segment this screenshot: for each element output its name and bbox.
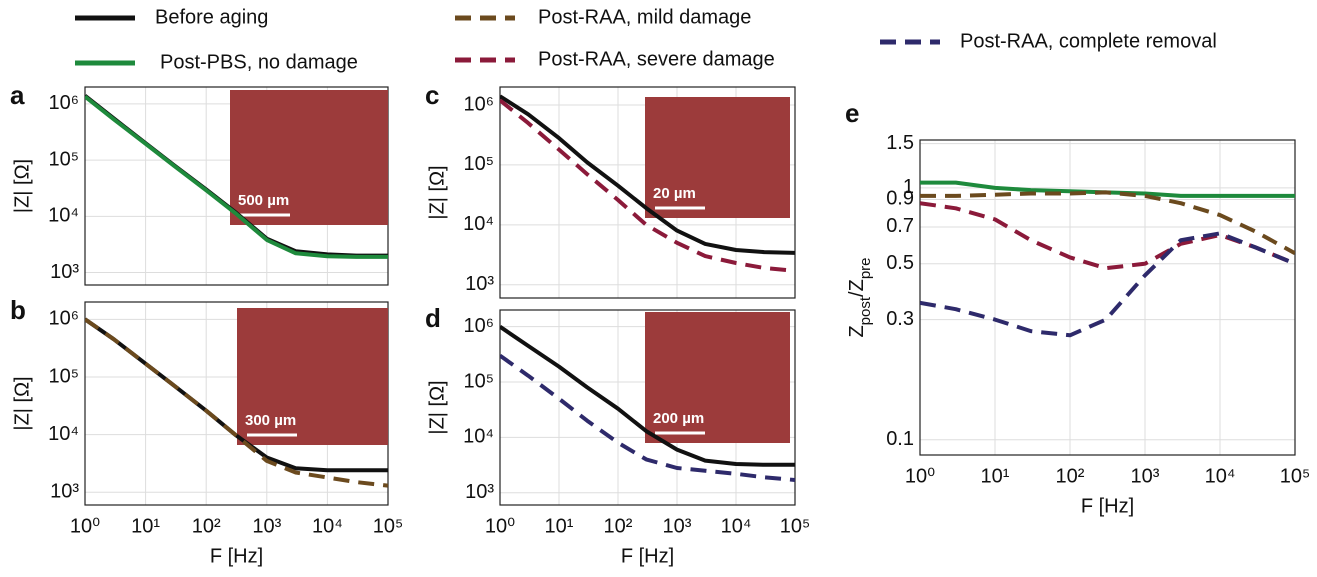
panel: 10⁰ 10¹ 10² 10³ 10⁴ 10⁵ 10³ 10⁴ 10⁵ 10⁶ 200 µm d |Z|… <box>425 303 810 567</box>
plot-frame <box>919 139 1296 456</box>
legend-label: Post-RAA, severe damage <box>538 48 775 70</box>
x-axis-label: F [Hz] <box>210 545 263 567</box>
x-axis-label: F [Hz] <box>621 545 674 567</box>
y-tick-label: 10⁵ <box>463 153 494 175</box>
x-tick-label: 10⁴ <box>721 515 752 537</box>
x-tick-label: 10⁴ <box>312 515 343 537</box>
y-axis-label-part: pre <box>857 257 874 279</box>
plot-frame <box>499 86 796 299</box>
inset-image <box>645 312 790 443</box>
x-tick-label: 10¹ <box>981 465 1010 487</box>
inset-image <box>230 90 388 225</box>
data-line <box>85 317 388 488</box>
data-line <box>920 201 1295 271</box>
legend-label: Post-RAA, complete removal <box>960 30 1217 52</box>
x-axis-label: F [Hz] <box>1081 495 1134 517</box>
x-tick-label: 10³ <box>1131 465 1160 487</box>
y-tick-label: 10³ <box>465 481 494 503</box>
y-axis-label: |Z| [Ω] <box>11 376 33 430</box>
x-tick-label: 10² <box>192 515 221 537</box>
inset-image <box>237 308 388 445</box>
data-line <box>920 231 1295 338</box>
y-axis-label: Zpost/Zpre <box>846 257 874 337</box>
scale-label: 500 µm <box>238 192 289 209</box>
y-tick-label: 10⁴ <box>463 213 494 235</box>
panel-label: b <box>10 295 26 325</box>
x-tick-label: 10¹ <box>131 515 160 537</box>
y-axis-label-part: Z <box>846 325 868 337</box>
y-tick-label: 10³ <box>50 480 79 502</box>
scale-label: 20 µm <box>653 185 696 202</box>
y-axis-label: |Z| [Ω] <box>426 380 448 434</box>
y-tick-label: 0.5 <box>886 252 914 274</box>
x-tick-label: 10¹ <box>545 515 574 537</box>
panel: 10⁰ 10¹ 10² 10³ 10⁴ 10⁵ 0.1 0.3 0.5 0.7 0.91 1.5 e Zp… <box>845 98 1310 517</box>
inset-image <box>645 97 790 218</box>
data-line <box>500 98 795 273</box>
x-tick-label: 10⁰ <box>905 465 935 487</box>
x-tick-label: 10² <box>1056 465 1085 487</box>
y-tick-label: 10⁶ <box>49 92 79 114</box>
y-tick-label: 10³ <box>465 273 494 295</box>
panel-label: a <box>10 80 25 110</box>
y-axis-label: |Z| [Ω] <box>11 159 33 213</box>
legend-label: Before aging <box>155 6 268 28</box>
legend-label: Post-RAA, mild damage <box>538 6 751 28</box>
panel-label: c <box>425 80 439 110</box>
panel-label: d <box>425 303 441 333</box>
y-axis-label: |Z| [Ω] <box>426 165 448 219</box>
y-tick-label: 10⁴ <box>48 205 79 227</box>
x-tick-label: 10³ <box>663 515 692 537</box>
panel: 10³ 10⁴ 10⁵ 10⁶ 20 µm c |Z| [Ω] <box>425 80 796 299</box>
y-tick-label: 10⁶ <box>464 315 494 337</box>
y-tick-label: 10³ <box>50 261 79 283</box>
legend: Before aging Post-PBS, no damage Post-RA… <box>75 6 1217 73</box>
y-tick-label: 1.5 <box>886 132 914 154</box>
x-tick-label: 10⁰ <box>70 515 100 537</box>
x-tick-label: 10⁵ <box>780 515 811 537</box>
y-tick-label: 10⁶ <box>464 93 494 115</box>
panel: 10⁰ 10¹ 10² 10³ 10⁴ 10⁵ 10³ 10⁴ 10⁵ 10⁶ 300 µm b |Z|… <box>10 295 403 567</box>
panel-label: e <box>845 98 859 128</box>
y-tick-label: 0.1 <box>886 428 914 450</box>
x-tick-label: 10⁵ <box>1280 465 1311 487</box>
y-tick-label: 0.3 <box>886 308 914 330</box>
x-tick-label: 10⁵ <box>373 515 404 537</box>
y-tick-label: 10⁵ <box>48 365 79 387</box>
y-tick-label: 10⁴ <box>463 426 494 448</box>
y-tick-label: 1 <box>903 176 914 198</box>
y-tick-label: 10⁴ <box>48 423 79 445</box>
data-line <box>85 95 388 259</box>
data-line <box>500 325 795 467</box>
data-line <box>920 190 1295 256</box>
scale-label: 200 µm <box>653 410 704 427</box>
y-tick-label: 10⁶ <box>49 308 79 330</box>
y-axis-label-part: /Z <box>846 279 868 297</box>
x-tick-label: 10⁰ <box>485 515 515 537</box>
panel: 10³ 10⁴ 10⁵ 10⁶ 500 µm a |Z| [Ω] <box>10 80 389 286</box>
scale-label: 300 µm <box>245 412 296 429</box>
data-line <box>500 353 795 482</box>
y-tick-label: 10⁵ <box>463 370 494 392</box>
x-tick-label: 10² <box>604 515 633 537</box>
x-tick-label: 10³ <box>252 515 281 537</box>
legend-label: Post-PBS, no damage <box>160 51 358 73</box>
y-axis-label-part: post <box>857 296 874 325</box>
plot-frame <box>499 309 796 506</box>
x-tick-label: 10⁴ <box>1205 465 1236 487</box>
y-tick-label: 0.9 <box>886 188 914 210</box>
data-line <box>500 94 795 255</box>
y-tick-label: 10⁵ <box>48 148 79 170</box>
y-tick-label: 0.7 <box>886 215 914 237</box>
